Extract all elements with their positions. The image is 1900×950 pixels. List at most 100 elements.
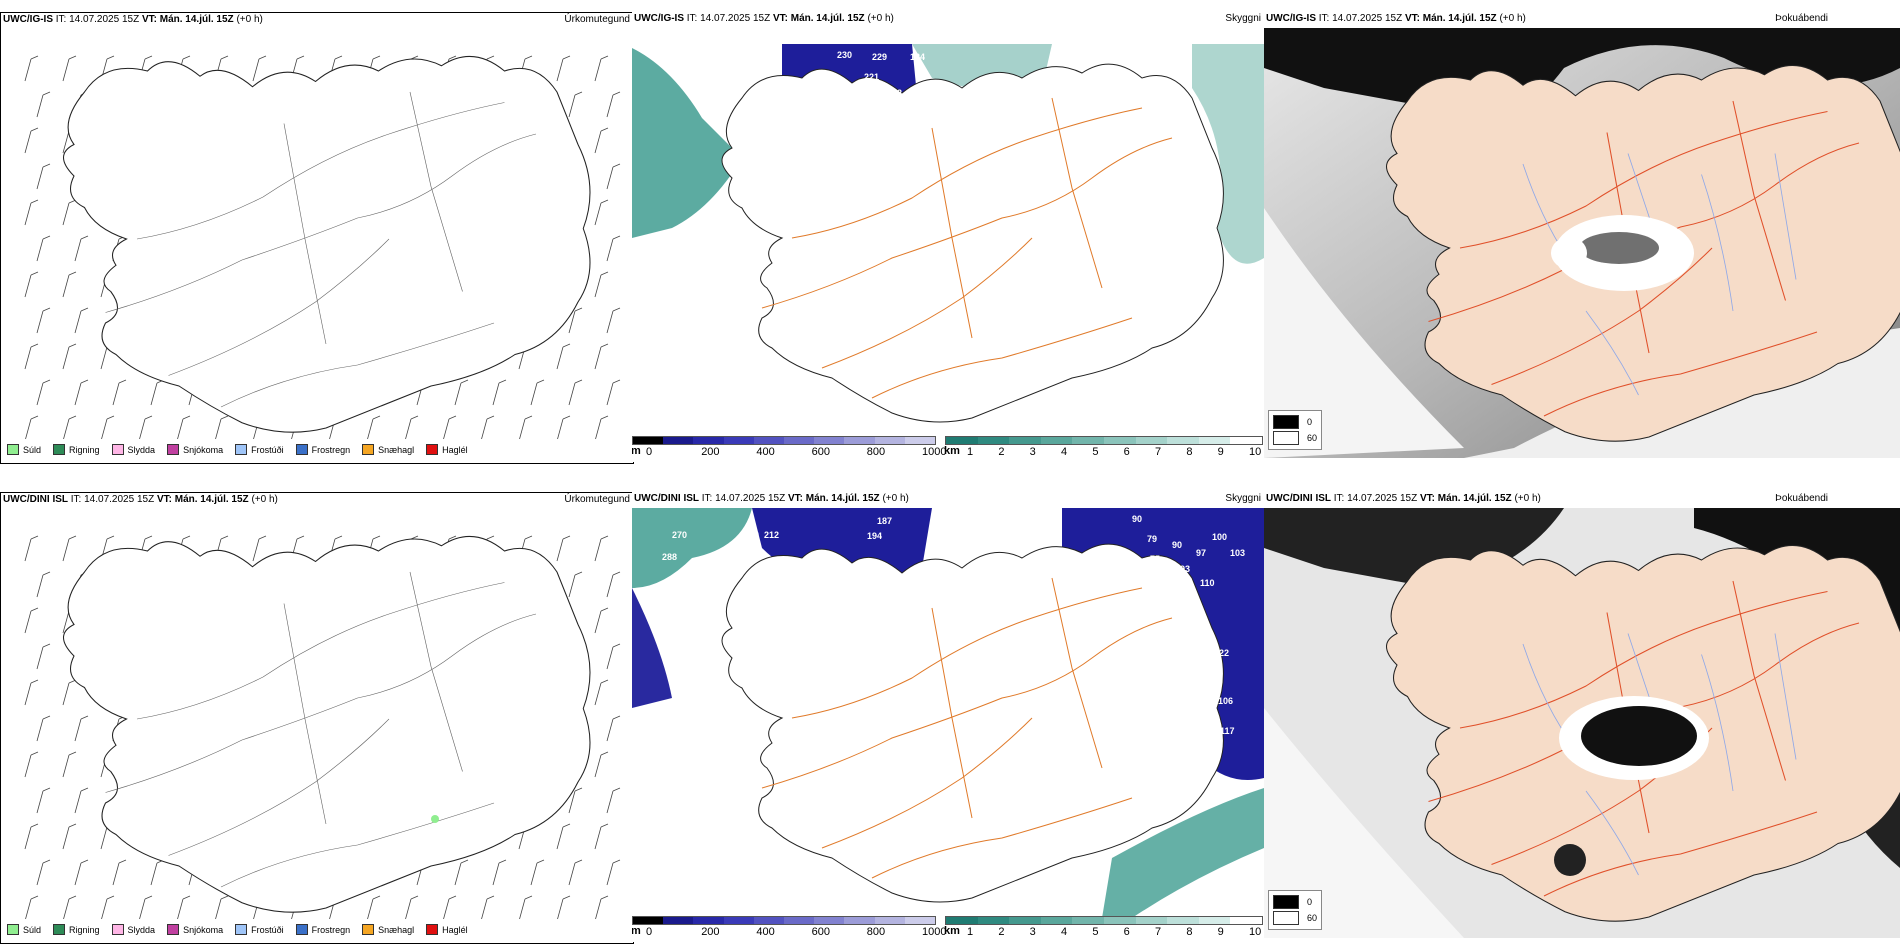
iceland-wind-barb-map xyxy=(24,55,621,439)
wind-barb xyxy=(215,415,229,439)
wind-barb xyxy=(557,415,571,439)
panel-field-name: Skyggni xyxy=(1225,493,1261,504)
ceiling-value-label: 102 xyxy=(1044,790,1059,800)
legend-item: Frostúði xyxy=(235,444,284,455)
wind-barb xyxy=(112,859,127,886)
colorbar-tick-label: 6 xyxy=(1123,446,1130,458)
wind-barb xyxy=(36,643,51,670)
wind-barb xyxy=(177,415,191,439)
ceiling-value-label: 270 xyxy=(672,530,687,540)
panel-field-name: Skyggni xyxy=(1225,13,1261,24)
wind-barb xyxy=(36,379,51,406)
legend-swatch xyxy=(362,924,375,935)
legend-label: Frostúði xyxy=(251,444,284,455)
legend-label: Frostregn xyxy=(311,444,351,455)
legend-swatch xyxy=(295,444,308,455)
colorbar-unit: m xyxy=(632,445,641,457)
fog-legend-label: 0 xyxy=(1307,897,1313,907)
wind-barb xyxy=(556,343,571,370)
visibility-colorbar: km 1 2 3 4 5 6 7 8 9 10 xyxy=(944,916,1263,939)
wind-barb xyxy=(594,535,609,562)
wind-barb xyxy=(74,235,89,262)
legend-item: Haglél xyxy=(426,924,468,935)
ceiling-value-label: 106 xyxy=(1218,696,1233,706)
fog-legend-swatch xyxy=(1273,911,1299,925)
wind-barb xyxy=(492,859,507,886)
iceland-fog-map xyxy=(1264,28,1900,458)
legend-swatch xyxy=(111,444,124,455)
colorbar-tick-label: 0 xyxy=(646,926,653,938)
colorbar-tick-label: 8 xyxy=(1186,446,1193,458)
legend-label: Frostregn xyxy=(311,924,351,935)
legend-swatch xyxy=(167,924,180,935)
wind-barb xyxy=(252,535,267,562)
visibility-colorbar: km 1 2 3 4 5 6 7 8 9 10 xyxy=(944,436,1263,459)
legend-swatch xyxy=(53,924,66,935)
ceiling-value-label: 134 xyxy=(854,560,869,570)
wind-barb xyxy=(367,895,381,919)
ceiling-value-label: 75 xyxy=(1150,554,1160,564)
panel-title: UWC/IG-IS IT: 14.07.2025 15Z VT: Mán. 14… xyxy=(3,14,263,25)
wind-barb xyxy=(36,787,51,814)
colorbar-segment xyxy=(946,917,978,924)
wind-barb xyxy=(492,379,507,406)
wind-barb xyxy=(36,571,51,598)
colorbar-segment xyxy=(874,437,905,444)
colorbar-segment xyxy=(633,917,664,924)
wind-barb xyxy=(252,55,267,82)
ceiling-value-label: 212 xyxy=(764,530,779,540)
legend-swatch xyxy=(235,924,248,935)
legend-swatch xyxy=(7,444,19,455)
ceiling-value-label: 885 xyxy=(674,584,689,594)
wind-barb xyxy=(606,715,621,742)
ceiling-value-label: 54 xyxy=(1020,738,1030,748)
iceland-wind-barb-map xyxy=(24,535,621,919)
wind-barb xyxy=(63,895,77,919)
wind-barb xyxy=(139,895,153,919)
colorbar-segment xyxy=(1135,437,1168,444)
legend-item: Haglél xyxy=(426,444,468,455)
wind-barb xyxy=(606,235,621,262)
colorbar-tick-label: 10 xyxy=(1249,926,1262,938)
ceiling-value-label: 147 xyxy=(837,112,852,122)
precip-type-legend: Súld Rigning Slydda Snjókoma Frostúði Frostre… xyxy=(7,924,468,935)
ceiling-value-label: 122 xyxy=(1214,648,1229,658)
fog-legend-row: 0 xyxy=(1273,414,1317,430)
colorbar-tick-label: 200 xyxy=(701,926,720,938)
colorbar-segment xyxy=(977,437,1010,444)
colorbar-track xyxy=(945,916,1263,925)
colorbar-tick-label: 0 xyxy=(646,446,653,458)
wind-barb xyxy=(405,895,419,919)
ceiling-value-label: 117 xyxy=(1220,726,1235,736)
ceiling-colorbar: m 0 200 400 600 800 1000 xyxy=(632,436,946,459)
wind-barb xyxy=(556,55,571,82)
wind-barb xyxy=(530,859,545,886)
fog-legend: 0 60 xyxy=(1268,410,1323,450)
ceiling-value-label: 92 xyxy=(892,88,902,98)
colorbar-segment xyxy=(814,437,845,444)
ceiling-value-label: 44 xyxy=(1044,810,1054,820)
colorbar-tick-label: 5 xyxy=(1092,446,1099,458)
wind-barb xyxy=(367,415,381,439)
ceiling-value-label: 259 xyxy=(797,108,812,118)
wind-barb xyxy=(519,415,533,439)
legend-item: Snæhagl xyxy=(362,444,414,455)
wind-barb xyxy=(36,235,51,262)
legend-item: Súld xyxy=(7,444,41,455)
wind-barb xyxy=(24,127,39,154)
wind-barb xyxy=(74,379,89,406)
wind-barb xyxy=(62,199,77,226)
colorbar-segment xyxy=(753,437,785,444)
wind-barb xyxy=(74,859,89,886)
wind-barb xyxy=(62,535,77,562)
wind-barb xyxy=(594,55,609,82)
panel-title: UWC/IG-IS IT: 14.07.2025 15Z VT: Mán. 14… xyxy=(1266,13,1526,24)
colorbar-tick-label: 800 xyxy=(866,446,886,458)
wind-barb xyxy=(63,415,77,439)
ceiling-value-label: 97 xyxy=(1196,548,1206,558)
colorbar-segment xyxy=(1135,917,1168,924)
panel-field-name: Úrkomutegund xyxy=(564,14,630,25)
legend-label: Snjókoma xyxy=(183,444,224,455)
colorbar-labels: 0 200 400 600 800 1000 xyxy=(632,445,946,459)
panel-title: UWC/DINI ISL IT: 14.07.2025 15Z VT: Mán.… xyxy=(1266,493,1541,504)
